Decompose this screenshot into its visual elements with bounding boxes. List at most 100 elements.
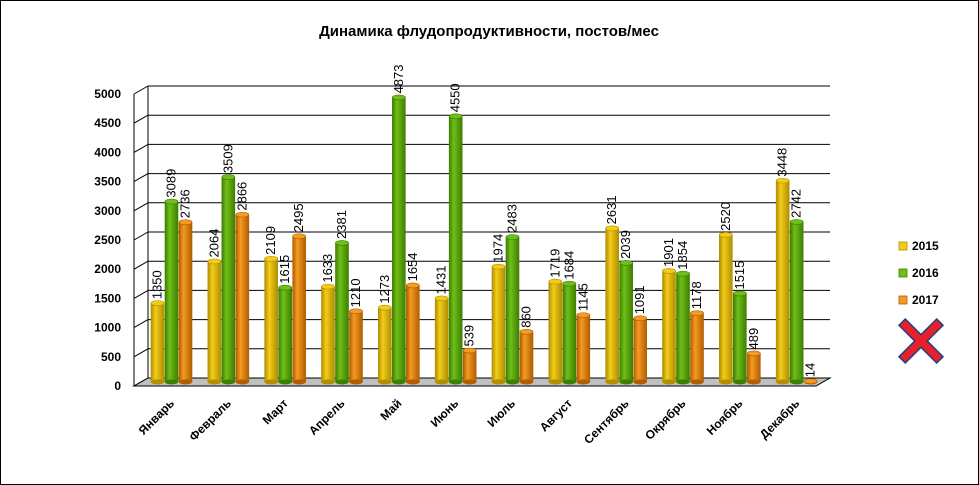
bar-top	[448, 113, 463, 120]
value-label: 4873	[391, 64, 406, 93]
bar-2016	[335, 242, 349, 383]
value-label: 1684	[561, 251, 576, 280]
bar-base	[676, 379, 690, 385]
bar-base	[165, 379, 178, 385]
value-label: 2495	[291, 203, 306, 232]
legend-label: 2016	[912, 266, 939, 280]
bar-top	[803, 378, 818, 384]
gridline-side	[133, 260, 149, 270]
bar-2017	[292, 235, 306, 383]
bar-base	[349, 379, 363, 385]
value-label: 1854	[675, 241, 690, 270]
bar-base	[492, 379, 505, 385]
bar-top	[576, 312, 591, 318]
bar-top	[719, 232, 733, 238]
bar-base	[335, 379, 349, 385]
y-axis: 0 500 1000 1500 2000 2500 3000 3500 4000 4500 5000	[94, 86, 832, 393]
legend-swatch	[898, 268, 908, 278]
value-label: 2631	[604, 195, 619, 224]
bar-base	[235, 379, 249, 385]
value-label: 539	[462, 325, 477, 347]
value-label: 2064	[206, 229, 221, 258]
value-label: 2520	[718, 202, 733, 231]
bar-base	[776, 379, 790, 385]
cross-shape[interactable]	[897, 317, 945, 365]
value-label: 2742	[789, 189, 804, 218]
category-label: Март	[260, 396, 291, 427]
y-tick-label: 2000	[94, 262, 121, 276]
bar-base	[392, 379, 406, 385]
bar-2016	[221, 176, 236, 383]
value-label: 1719	[547, 249, 562, 278]
bar-2015	[207, 261, 222, 383]
bar-2015	[321, 286, 335, 383]
value-label: 489	[746, 328, 761, 350]
bar-2016	[448, 115, 463, 383]
category-label: Ноябрь	[704, 396, 746, 438]
y-tick-label: 1000	[94, 321, 121, 335]
bar-base	[790, 379, 804, 385]
category-label: Июль	[484, 396, 518, 430]
bar-2017	[462, 350, 477, 383]
value-label: 3509	[220, 144, 235, 173]
bar-top	[633, 315, 647, 322]
gridline-side	[133, 114, 149, 124]
y-tick-label: 5000	[94, 87, 121, 101]
close-cross-icon[interactable]	[897, 317, 945, 365]
bar-top	[335, 240, 349, 246]
bar-2017	[178, 221, 193, 383]
bar-top	[378, 304, 392, 311]
bar-base	[576, 379, 590, 385]
bar-base	[264, 379, 278, 385]
bar-2015	[150, 302, 165, 383]
bar-top	[676, 270, 690, 277]
category-label: Январь	[136, 396, 177, 437]
bar-2017	[690, 312, 704, 383]
bar-top	[178, 219, 193, 226]
bar-top	[491, 263, 506, 270]
bar-2016	[733, 293, 747, 383]
bar-top	[349, 308, 363, 315]
value-label: 3089	[164, 169, 179, 198]
bar-2016	[278, 287, 292, 383]
bar-top	[548, 278, 563, 285]
value-label: 1091	[632, 285, 647, 314]
category-label: Май	[377, 396, 404, 423]
bar-base	[221, 379, 235, 385]
legend-swatch	[898, 241, 908, 251]
value-label: 1974	[491, 234, 506, 263]
bar-2016	[676, 273, 690, 383]
legend-label: 2015	[912, 239, 939, 253]
bar-top	[690, 310, 704, 317]
value-label: 1901	[661, 238, 676, 267]
value-label: 2736	[178, 189, 193, 218]
bar-top	[747, 350, 761, 357]
legend-label: 2017	[912, 293, 939, 307]
bar-top	[434, 295, 449, 302]
bar-top	[207, 258, 222, 265]
value-label: 860	[519, 306, 534, 328]
value-label: 2039	[618, 230, 633, 259]
bar-base	[747, 379, 761, 385]
bar-2017	[349, 311, 363, 383]
value-label: 14	[803, 363, 818, 377]
gridline-side	[133, 173, 149, 183]
category-label: Август	[537, 396, 575, 434]
gridline-side	[133, 348, 149, 358]
bar-top	[264, 256, 278, 262]
value-label: 1431	[434, 266, 449, 295]
value-label: 1178	[689, 281, 704, 309]
bar-top	[392, 94, 406, 101]
value-label: 1633	[320, 254, 335, 283]
bar-base	[719, 379, 733, 385]
bar-base	[463, 379, 477, 385]
legend-swatch	[898, 295, 908, 305]
bar-top	[235, 211, 250, 218]
bar-base	[278, 379, 292, 385]
bar-base	[151, 379, 164, 385]
y-tick-label: 4000	[94, 145, 121, 159]
value-label: 1515	[732, 261, 747, 290]
category-label: Июнь	[428, 396, 462, 430]
bar-top	[164, 198, 179, 205]
gridline-side	[133, 231, 149, 241]
